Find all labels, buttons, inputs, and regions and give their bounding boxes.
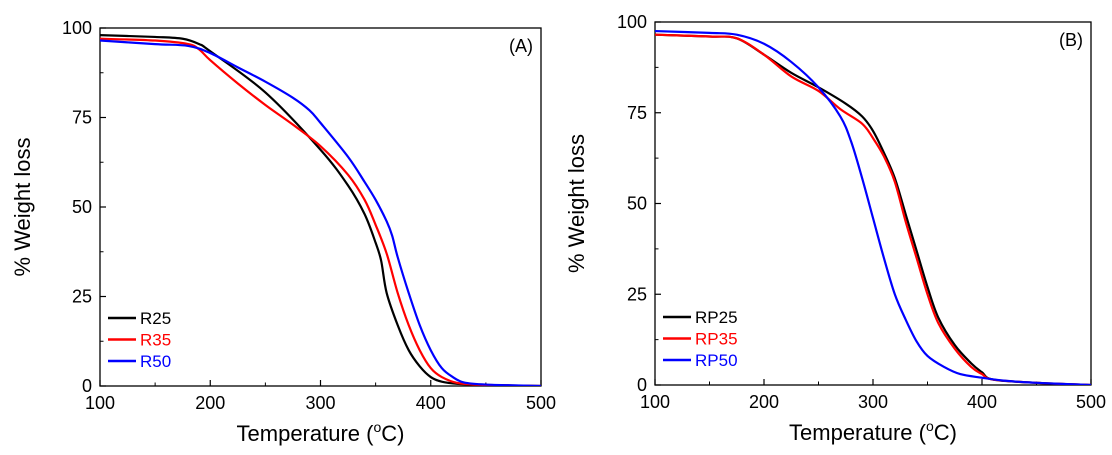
x-tick-label: 400 bbox=[416, 393, 446, 413]
legend-label: RP50 bbox=[695, 351, 738, 370]
x-tick-label: 400 bbox=[967, 392, 997, 412]
y-tick-label: 50 bbox=[72, 197, 92, 217]
legend-label: R35 bbox=[140, 331, 171, 350]
y-tick-label: 50 bbox=[627, 194, 647, 214]
series-line-r35 bbox=[100, 37, 541, 386]
y-tick-label: 100 bbox=[62, 18, 92, 38]
y-tick-label: 0 bbox=[637, 375, 647, 395]
legend-label: RP35 bbox=[695, 330, 738, 349]
chart-panel-b: 100 200 300 400 500 0 25 50 75 100 Temperature (oC… bbox=[564, 12, 1106, 445]
x-tick-label: 200 bbox=[195, 393, 225, 413]
legend-label: RP25 bbox=[695, 308, 738, 327]
y-tick-label: 0 bbox=[82, 376, 92, 396]
x-tick-label: 300 bbox=[858, 392, 888, 412]
x-tick-label: 500 bbox=[1076, 392, 1106, 412]
x-tick-label: 200 bbox=[749, 392, 779, 412]
x-axis-label: Temperature (oC) bbox=[237, 419, 405, 446]
legend-label: R25 bbox=[140, 309, 171, 328]
y-tick-label: 25 bbox=[627, 284, 647, 304]
y-tick-label: 25 bbox=[72, 287, 92, 307]
y-axis-label: % Weight loss bbox=[10, 138, 35, 277]
y-tick-label: 75 bbox=[72, 108, 92, 128]
panel-label: (B) bbox=[1059, 30, 1083, 50]
series-line-r50 bbox=[100, 39, 541, 386]
x-tick-label: 100 bbox=[640, 392, 670, 412]
legend-label: R50 bbox=[140, 352, 171, 371]
chart-panel-a: 100 200 300 400 500 0 25 50 75 100 Temperature (oC… bbox=[10, 18, 556, 446]
series-line-r25 bbox=[100, 34, 541, 386]
y-axis-label: % Weight loss bbox=[564, 134, 589, 273]
series-line-rp50 bbox=[655, 29, 1091, 385]
panel-label: (A) bbox=[509, 36, 533, 56]
y-tick-label: 100 bbox=[617, 12, 647, 32]
x-tick-label: 100 bbox=[85, 393, 115, 413]
series-line-rp35 bbox=[655, 33, 1091, 385]
x-axis-label: Temperature (oC) bbox=[789, 418, 957, 445]
x-tick-label: 500 bbox=[526, 393, 556, 413]
y-tick-label: 75 bbox=[627, 103, 647, 123]
x-tick-label: 300 bbox=[305, 393, 335, 413]
